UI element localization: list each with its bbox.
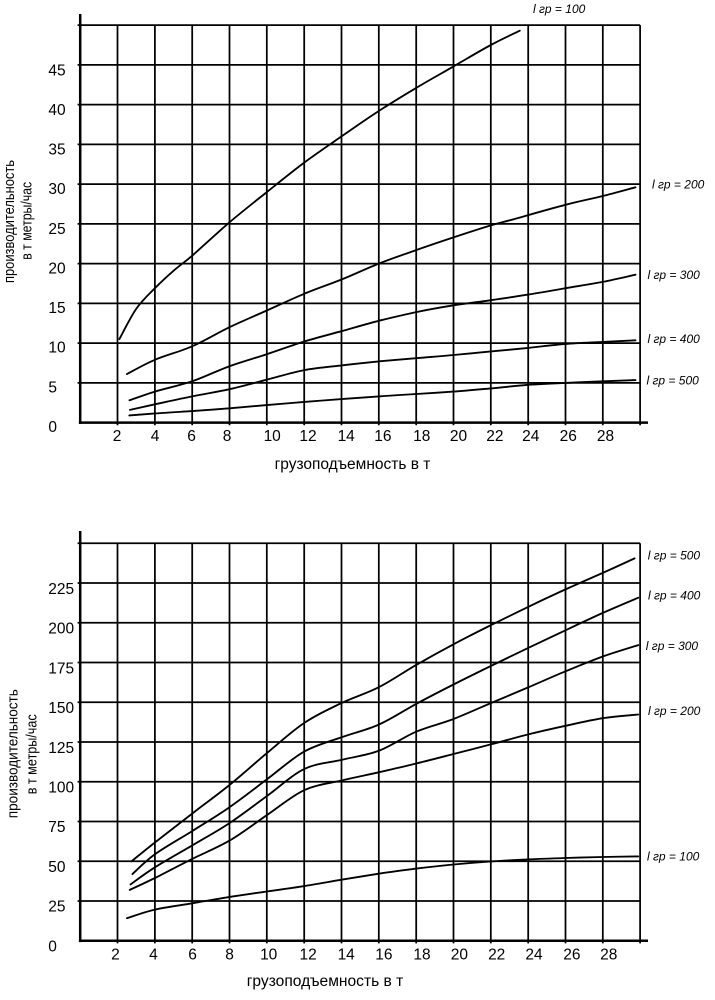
svg-text:6: 6: [188, 947, 197, 964]
svg-text:l гр = 400: l гр = 400: [648, 588, 701, 602]
svg-text:l гр = 100: l гр = 100: [533, 2, 586, 16]
svg-text:26: 26: [560, 428, 577, 445]
svg-text:5: 5: [48, 379, 57, 396]
svg-text:50: 50: [48, 859, 66, 876]
svg-text:25: 25: [48, 221, 65, 238]
svg-text:0: 0: [48, 938, 57, 955]
svg-text:100: 100: [48, 780, 74, 797]
svg-text:6: 6: [187, 428, 196, 445]
svg-text:22: 22: [488, 947, 505, 964]
svg-text:0: 0: [48, 419, 57, 436]
svg-text:грузоподъемность в т: грузоподъемность в т: [275, 456, 431, 473]
svg-text:150: 150: [48, 700, 74, 717]
svg-text:15: 15: [48, 300, 65, 317]
svg-text:18: 18: [413, 947, 430, 964]
svg-text:10: 10: [264, 428, 282, 445]
svg-text:225: 225: [48, 581, 74, 598]
svg-text:175: 175: [48, 660, 74, 677]
svg-text:8: 8: [223, 428, 232, 445]
svg-text:200: 200: [48, 621, 74, 638]
svg-text:l гр = 400: l гр = 400: [648, 332, 701, 346]
svg-text:24: 24: [522, 428, 540, 445]
svg-text:14: 14: [338, 947, 356, 964]
svg-text:12: 12: [299, 428, 316, 445]
svg-text:24: 24: [525, 947, 543, 964]
svg-text:40: 40: [48, 102, 66, 119]
svg-text:10: 10: [48, 340, 66, 357]
svg-text:125: 125: [48, 740, 74, 757]
svg-text:20: 20: [450, 428, 468, 445]
svg-text:l гр = 300: l гр = 300: [646, 639, 699, 653]
svg-text:75: 75: [48, 819, 65, 836]
svg-text:45: 45: [48, 62, 65, 79]
svg-text:28: 28: [600, 947, 617, 964]
svg-text:28: 28: [597, 428, 614, 445]
svg-text:2: 2: [113, 428, 122, 445]
svg-text:22: 22: [486, 428, 503, 445]
svg-text:l гр = 200: l гр = 200: [648, 704, 701, 718]
svg-text:25: 25: [48, 899, 65, 916]
svg-text:10: 10: [260, 947, 278, 964]
svg-text:4: 4: [149, 947, 158, 964]
svg-text:в т метры/час: в т метры/час: [20, 182, 36, 260]
svg-text:14: 14: [338, 428, 356, 445]
svg-text:l гр = 500: l гр = 500: [648, 548, 701, 562]
svg-text:4: 4: [151, 428, 160, 445]
svg-text:26: 26: [563, 947, 580, 964]
svg-text:l гр = 200: l гр = 200: [652, 177, 705, 191]
svg-text:35: 35: [48, 142, 65, 159]
svg-text:16: 16: [375, 947, 392, 964]
svg-text:18: 18: [413, 428, 430, 445]
svg-text:20: 20: [48, 260, 66, 277]
svg-text:2: 2: [111, 947, 120, 964]
svg-text:в т метры/час: в т метры/час: [25, 714, 41, 794]
svg-text:8: 8: [225, 947, 234, 964]
svg-text:16: 16: [374, 428, 391, 445]
svg-text:20: 20: [451, 947, 469, 964]
svg-text:l гр = 500: l гр = 500: [647, 373, 700, 387]
svg-text:грузоподъемность в т: грузоподъемность в т: [247, 973, 404, 990]
svg-text:30: 30: [48, 181, 66, 198]
svg-text:производительность: производительность: [2, 160, 18, 283]
svg-text:l гр = 300: l гр = 300: [648, 268, 701, 282]
svg-text:12: 12: [299, 947, 316, 964]
svg-text:производительность: производительность: [6, 689, 22, 818]
svg-text:l гр = 100: l гр = 100: [647, 850, 700, 864]
